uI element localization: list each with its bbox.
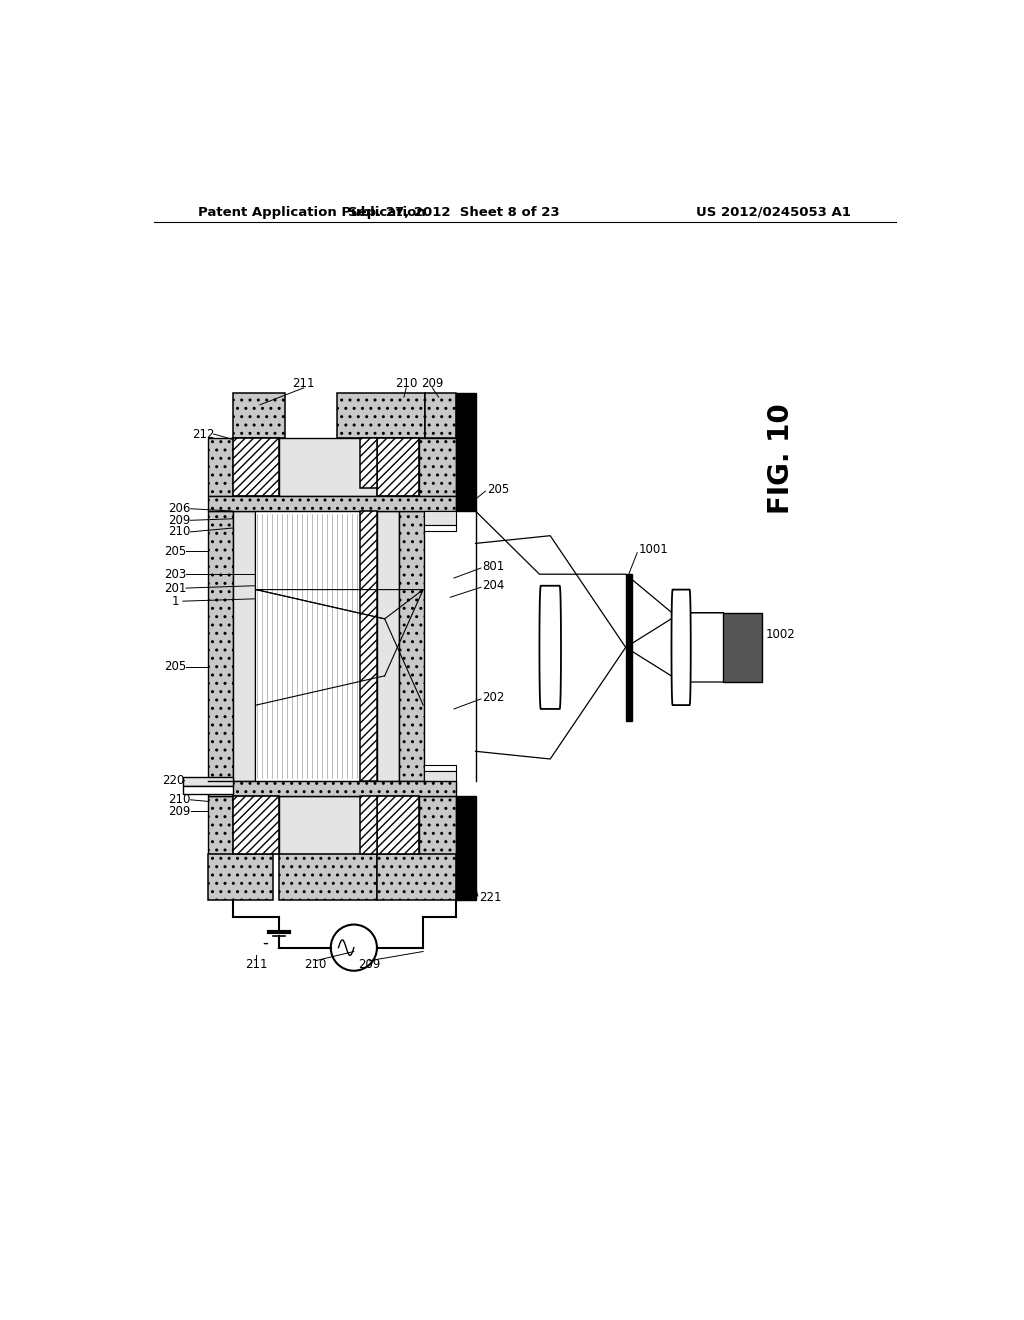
Bar [377, 438, 419, 496]
Bar [377, 796, 419, 854]
Text: 206: 206 [168, 502, 190, 515]
Bar [424, 771, 457, 785]
Text: 202: 202 [482, 690, 505, 704]
Bar [457, 796, 475, 900]
Text: 1: 1 [171, 594, 179, 607]
Text: 220: 220 [162, 774, 184, 787]
Bar [724, 612, 762, 682]
Bar [280, 854, 377, 900]
Text: 205: 205 [164, 545, 186, 557]
Text: 210: 210 [168, 525, 190, 539]
Bar [255, 511, 360, 780]
Text: 209: 209 [168, 513, 190, 527]
Text: 205: 205 [487, 483, 509, 496]
Bar [424, 766, 457, 771]
Bar [360, 511, 377, 780]
Bar [425, 393, 457, 438]
Text: Patent Application Publication: Patent Application Publication [199, 206, 426, 219]
Text: 210: 210 [168, 793, 190, 807]
Text: 210: 210 [304, 958, 327, 972]
Bar [208, 438, 233, 496]
Bar [424, 511, 457, 525]
Text: 212: 212 [193, 428, 215, 441]
Bar [233, 796, 280, 854]
Bar [377, 854, 457, 900]
Text: 211: 211 [293, 376, 315, 389]
Text: 1002: 1002 [766, 628, 796, 640]
Bar [337, 393, 425, 438]
Text: -: - [262, 933, 268, 952]
Bar [457, 393, 475, 511]
Text: 205: 205 [164, 660, 186, 673]
Text: 209: 209 [168, 805, 190, 818]
Bar [208, 511, 233, 780]
Bar [398, 511, 424, 780]
Bar [233, 438, 280, 496]
Text: 203: 203 [164, 568, 186, 581]
Bar [419, 438, 457, 496]
Text: US 2012/0245053 A1: US 2012/0245053 A1 [696, 206, 851, 219]
Bar [280, 438, 377, 496]
Bar [626, 574, 632, 721]
Bar [183, 785, 233, 793]
Text: FIG. 10: FIG. 10 [767, 404, 796, 513]
Text: Sep. 27, 2012  Sheet 8 of 23: Sep. 27, 2012 Sheet 8 of 23 [348, 206, 560, 219]
Bar [233, 393, 286, 438]
Bar [208, 780, 457, 796]
Bar [424, 525, 457, 531]
Text: 201: 201 [164, 582, 186, 594]
Bar [233, 511, 255, 780]
Bar [360, 438, 377, 488]
Bar [183, 776, 233, 785]
Text: 1001: 1001 [639, 543, 669, 556]
Polygon shape [672, 590, 691, 705]
Text: 801: 801 [482, 560, 505, 573]
Polygon shape [540, 586, 561, 709]
Bar [419, 796, 457, 854]
Text: 210: 210 [395, 376, 418, 389]
Bar [280, 796, 377, 854]
Bar [208, 496, 457, 511]
Text: 211: 211 [245, 958, 267, 972]
Text: 204: 204 [482, 579, 505, 593]
Text: 209: 209 [358, 958, 381, 972]
Bar [360, 796, 377, 854]
Text: 221: 221 [479, 891, 502, 904]
Bar [208, 854, 273, 900]
Text: 209: 209 [421, 376, 443, 389]
Bar [377, 511, 398, 780]
Bar [208, 796, 233, 854]
